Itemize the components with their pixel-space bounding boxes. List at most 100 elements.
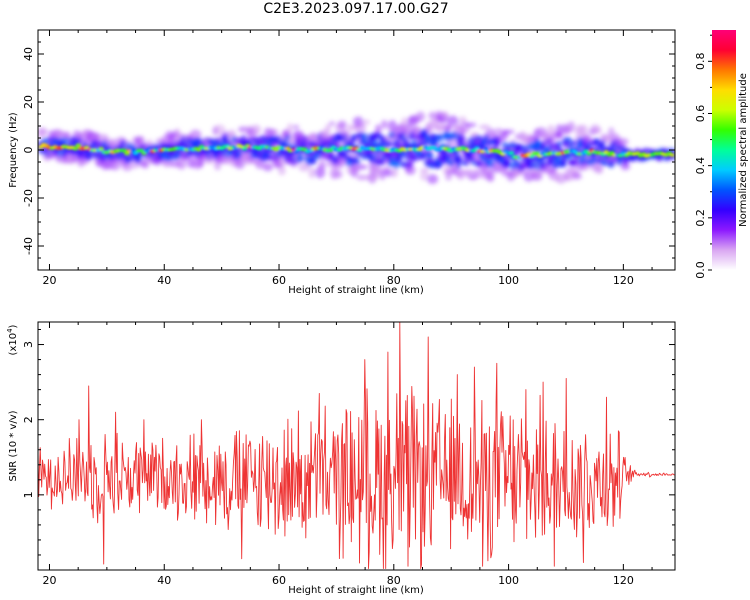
- spectrogram-halo-blob: [250, 124, 261, 135]
- spectrogram-halo-blob: [370, 166, 383, 177]
- spectrogram-core-blob: [72, 146, 79, 151]
- spectrogram-body-blob: [556, 141, 563, 146]
- spectrogram-halo-blob: [440, 111, 449, 120]
- spectrogram-halo-blob: [445, 172, 453, 181]
- spectrogram-halo-blob: [318, 160, 326, 170]
- spectrogram-body-blob: [311, 158, 317, 165]
- spectrogram-halo-blob: [419, 171, 430, 181]
- spectrogram-halo-blob: [447, 138, 459, 149]
- spectrogram-halo-blob: [567, 121, 575, 132]
- spectrogram-body-blob: [566, 154, 572, 160]
- spectrogram-ytick-label: 20: [22, 95, 35, 109]
- spectrogram-halo-blob: [595, 165, 604, 175]
- colorbar-tick-label: 0.2: [694, 209, 707, 227]
- colorbar-tick-label: 0.6: [694, 105, 707, 123]
- spectrogram-core-blob: [327, 148, 334, 152]
- snr-panel: 20 40 60 80 100 120 1 2 3 Height of straight lin…: [6, 321, 676, 596]
- spectrogram-core-blob: [528, 154, 535, 158]
- spectrogram-core-blob: [132, 151, 139, 156]
- snr-xtick-label: 80: [387, 574, 401, 587]
- spectrogram-halo-blob: [415, 111, 426, 122]
- spectrogram-halo-blob: [354, 122, 367, 134]
- snr-scale-label: (x104): [6, 324, 19, 355]
- spectrogram-body-blob: [386, 141, 395, 147]
- spectrogram-halo-blob: [572, 172, 582, 180]
- snr-xlabel: Height of straight line (km): [288, 585, 424, 596]
- spectrogram-body-blob: [459, 135, 466, 143]
- spectrogram-halo-blob: [38, 127, 48, 137]
- spectrogram-halo-blob: [419, 168, 430, 173]
- spectrogram-xtick-label: 60: [272, 274, 286, 287]
- spectrogram-halo-blob: [328, 121, 336, 126]
- snr-series-line: [38, 322, 675, 569]
- colorbar-tick-label: 0.4: [694, 157, 707, 175]
- spectrogram-xtick-label: 120: [613, 274, 634, 287]
- spectrogram-halo-blob: [427, 174, 439, 185]
- spectrogram-halo-blob: [390, 167, 398, 178]
- spectrogram-tail-blob: [630, 157, 637, 162]
- spectrogram-core-blob: [634, 151, 641, 155]
- spectrogram-body-blob: [608, 160, 615, 168]
- spectrogram-body-blob: [356, 159, 361, 165]
- spectrogram-core-blob: [241, 146, 248, 151]
- spectrogram-core-blob: [121, 148, 127, 153]
- spectrogram-halo-blob: [578, 124, 589, 137]
- spectrogram-halo-blob: [381, 119, 388, 129]
- spectrogram-core-blob: [224, 144, 231, 148]
- spectrogram-xtick-label: 80: [387, 274, 401, 287]
- spectrogram-tail-blob: [656, 156, 663, 162]
- spectrogram-halo-blob: [138, 136, 145, 144]
- snr-scale-prefix: (x10: [8, 333, 19, 356]
- colorbar-tick-label: 0.0: [694, 261, 707, 279]
- spectrogram-body-blob: [296, 154, 304, 163]
- spectrogram-body-blob: [427, 151, 434, 160]
- spectrogram-halo-blob: [455, 168, 466, 180]
- spectrogram-core-blob: [138, 148, 145, 153]
- spectrogram-halo-blob: [618, 138, 629, 146]
- spectrogram-halo-blob: [546, 136, 556, 145]
- spectrogram-ytick-label: 0: [22, 147, 35, 154]
- spectrogram-body-blob: [62, 137, 72, 143]
- spectrogram-halo-blob: [501, 167, 509, 177]
- snr-ytick-label: 2: [22, 416, 35, 423]
- spectrogram-halo-blob: [592, 127, 603, 134]
- figure-title: C2E3.2023.097.17.00.G27: [263, 1, 448, 17]
- spectrogram-halo-blob: [464, 122, 477, 128]
- spectrogram-ytick-label: 40: [22, 47, 35, 61]
- spectrogram-halo-blob: [470, 132, 480, 137]
- spectrogram-body-blob: [415, 150, 422, 158]
- snr-xtick-label: 100: [498, 574, 519, 587]
- spectrogram-halo-blob: [292, 125, 300, 130]
- snr-frame: [37, 321, 676, 571]
- spectrogram-halo-blob: [473, 169, 481, 179]
- spectrogram-halo-blob: [337, 120, 347, 129]
- spectrogram-halo-blob: [503, 129, 515, 134]
- spectrogram-core: [38, 143, 675, 160]
- spectrogram-core-blob: [195, 147, 202, 152]
- snr-xtick-label: 60: [272, 574, 286, 587]
- spectrogram-body-blob: [448, 161, 454, 167]
- spectrogram-halo-blob: [121, 163, 133, 172]
- snr-ytick-label: 3: [22, 341, 35, 348]
- spectrogram-body-blob: [456, 162, 461, 170]
- spectrogram-body-blob: [562, 136, 572, 143]
- spectrogram-core-blob: [571, 149, 578, 154]
- colorbar-label: Normalized spectral amplitude: [738, 73, 749, 227]
- colorbar-tick-label: 0.8: [694, 53, 707, 71]
- spectrogram-body-blob: [356, 132, 365, 139]
- snr-xtick-label: 40: [157, 574, 171, 587]
- snr-scale-exponent: 4: [6, 328, 14, 333]
- spectrogram-ytick-label: -20: [22, 189, 35, 207]
- spectrogram-halo-blob: [486, 170, 495, 183]
- colorbar-gradient: [712, 30, 736, 270]
- spectrogram-body-blob: [375, 132, 381, 139]
- spectrogram-body-blob: [437, 133, 444, 142]
- spectrogram-panel: 20 40 60 80 100 120 40 20 0 -20 -40 Height of stra…: [8, 29, 676, 296]
- snr-ticks: 20 40 60 80 100 120 1 2 3: [22, 322, 675, 587]
- colorbar: 0.0 0.2 0.4 0.6 0.8 Normalized spectral ampl…: [694, 30, 749, 279]
- spectrogram-body-blob: [136, 157, 142, 162]
- spectrogram-body-blob: [379, 159, 385, 166]
- spectrogram-halo-blob: [262, 162, 274, 172]
- spectrogram-halo-blob: [478, 124, 491, 130]
